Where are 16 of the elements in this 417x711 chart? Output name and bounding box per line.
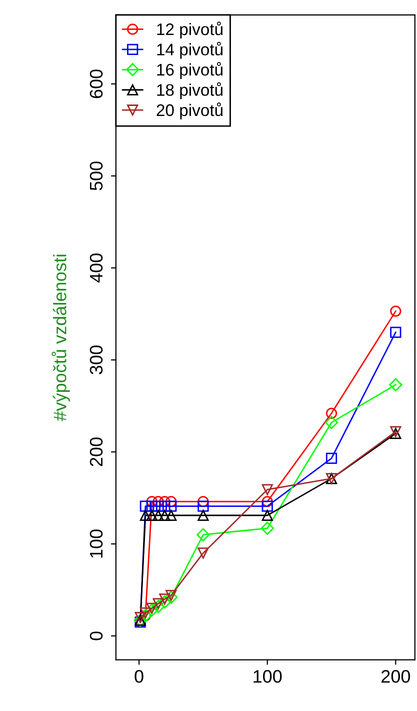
legend-label: 12 pivotů: [157, 22, 222, 38]
legend-label: 20 pivotů: [156, 102, 222, 120]
legend-label: 18 pivotů: [157, 82, 222, 100]
y-axis-title: #výpočtů vzdálenosti: [52, 254, 70, 422]
y-tick-label: 0: [90, 632, 103, 640]
y-tick-label: 500: [90, 162, 103, 190]
x-tick-label: 200: [382, 670, 410, 683]
legend-label: 16 pivotů: [157, 62, 222, 79]
x-tick-label: 100: [254, 670, 282, 683]
y-tick-label: 100: [90, 530, 103, 558]
legend-label: 14 pivotů: [157, 42, 222, 59]
y-tick-label: 200: [90, 438, 103, 466]
y-tick-label: 300: [90, 346, 103, 374]
y-tick-label: 400: [90, 254, 103, 283]
y-tick-label: 600: [90, 70, 103, 98]
x-tick-label: 0: [134, 670, 144, 683]
